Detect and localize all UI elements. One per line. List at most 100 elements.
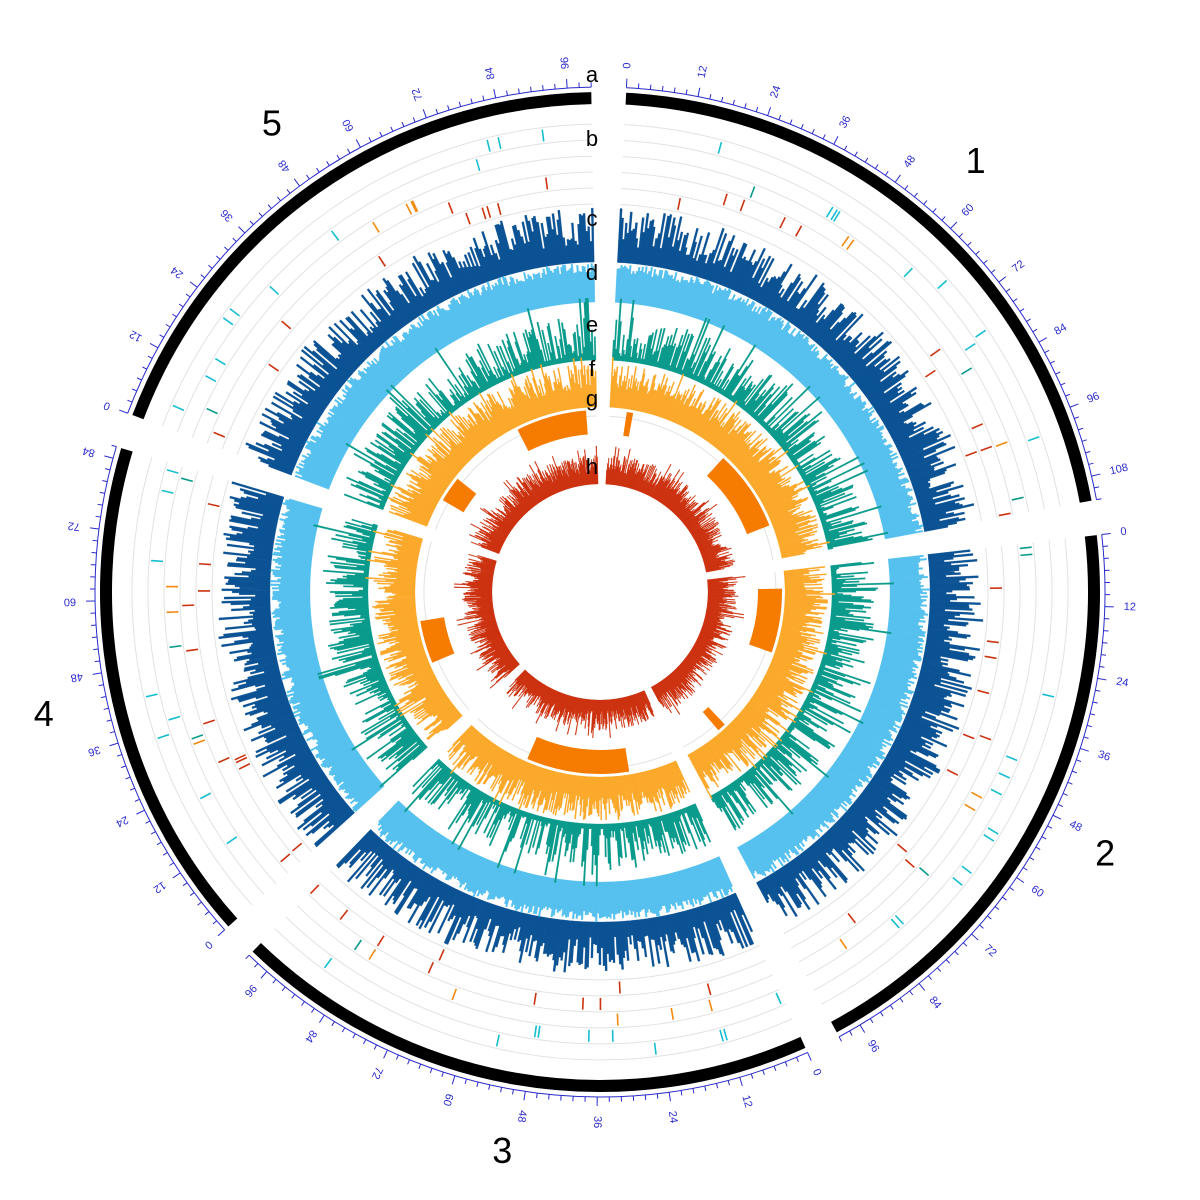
- scale-tick: [859, 1024, 866, 1033]
- feature-mark: [151, 559, 164, 563]
- scale-tick: [159, 334, 165, 338]
- feature-mark: [214, 357, 226, 366]
- tick-label: 72: [410, 86, 425, 102]
- histogram-h-chromosome-1: [605, 446, 736, 573]
- tick-label: 12: [739, 1094, 754, 1109]
- scale-tick: [1067, 781, 1073, 785]
- scale-tick: [422, 109, 427, 118]
- feature-mark: [739, 199, 746, 212]
- scale-tick: [189, 892, 195, 896]
- scale-tick: [680, 1090, 683, 1096]
- histogram-f-chromosome-2: [687, 566, 836, 800]
- scale-tick: [807, 1052, 812, 1061]
- scale-tick: [1085, 450, 1091, 454]
- scale-tick: [189, 281, 198, 288]
- scale-tick: [884, 170, 889, 176]
- highlight-block-layer: [420, 410, 782, 774]
- scale-tick: [185, 293, 191, 298]
- scale-tick-layer: 0 122436486072849610801224364860728496012…: [64, 57, 1136, 1129]
- feature-mark: [841, 235, 850, 247]
- feature-mark: [280, 853, 291, 863]
- feature-mark: [832, 210, 841, 222]
- scale-tick: [99, 491, 105, 494]
- tick-label: 12: [151, 879, 168, 896]
- feature-mark: [207, 502, 220, 508]
- scale-tick: [165, 323, 171, 328]
- feature-mark: [919, 867, 930, 877]
- feature-mark: [291, 842, 303, 852]
- tick-label: 48: [276, 157, 293, 174]
- feature-mark: [937, 279, 948, 290]
- scale-tick: [111, 444, 117, 448]
- scale-tick: [217, 929, 225, 937]
- scale-tick: [1102, 642, 1108, 644]
- scale-tick: [1002, 896, 1007, 901]
- scale-tick: [352, 1033, 356, 1039]
- feature-grid-ring: [783, 547, 989, 935]
- feature-mark: [890, 918, 900, 929]
- feature-grid-ring: [622, 156, 1030, 513]
- scale-tick: [129, 787, 135, 791]
- scale-tick: [1096, 498, 1102, 501]
- scale-tick: [1074, 416, 1080, 419]
- scale-tick: [904, 185, 909, 190]
- track-label-g: g: [586, 386, 598, 411]
- tick-label: 36: [219, 207, 236, 224]
- feature-grid-ring: [318, 882, 767, 997]
- tick-label: 72: [1010, 258, 1027, 275]
- feature-mark: [929, 348, 941, 357]
- scale-tick: [673, 87, 676, 93]
- feature-mark: [497, 137, 502, 150]
- tick-label: 36: [87, 743, 102, 758]
- feature-mark: [172, 404, 185, 412]
- feature-mark: [904, 858, 915, 869]
- feature-mark: [376, 935, 385, 947]
- feature-grid-ring: [791, 545, 1005, 949]
- scale-tick: [435, 108, 439, 114]
- feature-mark: [405, 203, 413, 215]
- scale-tick: [208, 264, 213, 269]
- feature-grid-ring: [179, 470, 289, 874]
- histogram-c-chromosome-2: [756, 549, 984, 918]
- scale-tick: [548, 1094, 550, 1100]
- scale-tick: [212, 920, 218, 925]
- feature-mark: [339, 909, 349, 920]
- feature-mark: [779, 216, 786, 229]
- scale-tick: [178, 303, 184, 308]
- scale-tick: [1086, 724, 1093, 728]
- scale-tick: [796, 1057, 799, 1063]
- scale-tick: [1022, 867, 1028, 871]
- feature-mark: [847, 912, 857, 924]
- chromosome-label-2: 2: [1095, 833, 1115, 874]
- feature-mark: [234, 754, 246, 761]
- histogram-c-chromosome-5: [245, 207, 595, 476]
- feature-mark: [186, 648, 199, 652]
- feature-mark: [205, 374, 217, 383]
- scale-tick: [134, 798, 140, 802]
- feature-mark: [965, 451, 978, 457]
- histogram-c-chromosome-1: [617, 208, 975, 532]
- feature-mark: [269, 285, 280, 296]
- scale-tick: [874, 164, 879, 169]
- scale-tick: [1094, 486, 1100, 489]
- histogram-d-chromosome-1: [615, 265, 924, 540]
- histogram-h-chromosome-2: [650, 576, 746, 715]
- scale-tick: [1097, 677, 1107, 681]
- scale-tick: [566, 79, 568, 89]
- tick-label: 0: [810, 1067, 823, 1078]
- feature-mark: [161, 489, 174, 494]
- scale-axis-4: [94, 446, 226, 931]
- histogram-f-chromosome-3: [447, 724, 691, 821]
- scale-tick: [1035, 846, 1041, 850]
- scale-tick: [318, 1014, 325, 1023]
- scale-tick: [523, 1091, 526, 1101]
- scale-tick: [412, 117, 416, 123]
- scale-tick: [709, 94, 712, 100]
- feature-grid-ring: [163, 466, 277, 885]
- scale-tick: [1029, 856, 1035, 861]
- scale-tick: [685, 89, 688, 95]
- feature-mark: [180, 477, 193, 483]
- ideogram-chromosome-2: [831, 535, 1100, 1033]
- scale-tick: [500, 1087, 503, 1093]
- scale-tick: [145, 820, 151, 824]
